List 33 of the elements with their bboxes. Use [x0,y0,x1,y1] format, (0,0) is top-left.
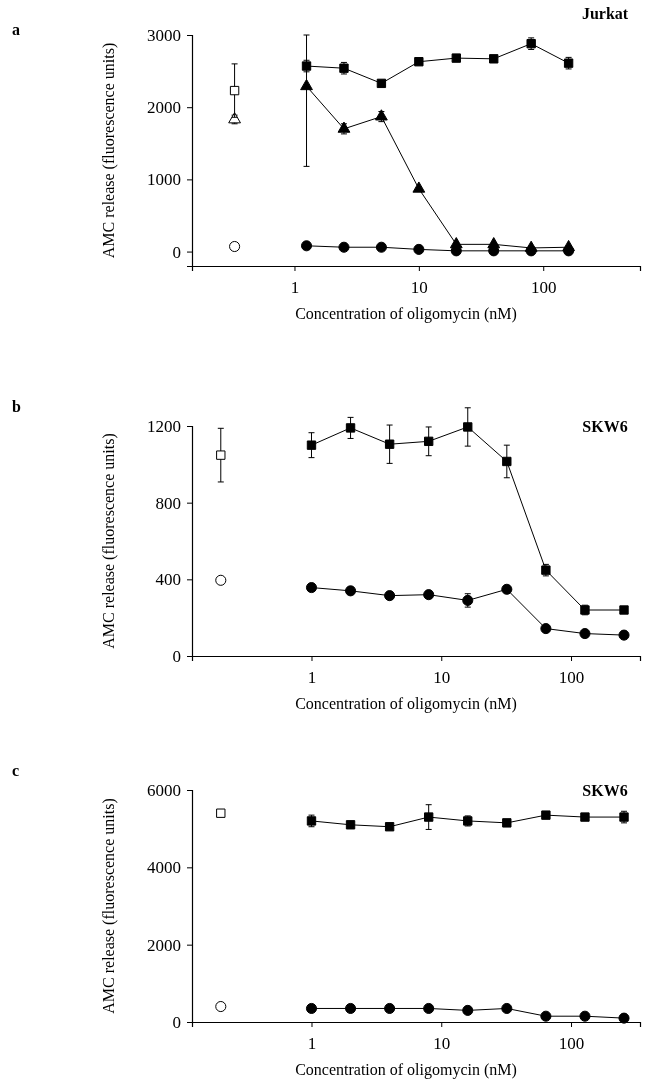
chart-title: SKW6 [582,418,628,435]
y-tick-label: 2000 [147,935,181,955]
y-axis-title: AMC release (fluorescence units) [100,433,118,649]
y-tick-label: 1000 [147,170,181,190]
x-tick-label: 1 [307,668,317,688]
y-tick-label: 800 [155,493,181,513]
y-tick-label: 6000 [147,780,181,800]
x-axis-title: Concentration of oligomycin (nM) [295,695,517,713]
y-tick-label: 3000 [147,25,181,45]
x-tick-label: 1 [307,1034,317,1054]
text: c [12,762,20,779]
y-tick-label: 1200 [147,416,181,436]
y-tick-label: 4000 [147,858,181,878]
x-tick-label: 100 [558,1034,585,1054]
chart-title: SKW6 [582,782,628,799]
x-tick-label: 100 [558,668,585,688]
x-axis-title: Concentration of oligomycin (nM) [295,305,517,323]
chart-title: Jurkat [581,5,629,22]
y-axis-title: AMC release (fluorescence units) [100,798,118,1014]
y-tick-label: 0 [172,646,181,666]
x-tick-label: 10 [433,668,451,688]
x-tick-label: 100 [530,278,557,298]
y-axis-title: AMC release (fluorescence units) [100,42,118,259]
x-tick-label: 1 [290,278,300,298]
y-tick-label: 400 [155,570,181,590]
y-tick-label: 2000 [147,98,181,118]
x-tick-label: 10 [410,278,428,298]
text: a [12,21,20,38]
x-tick-label: 10 [433,1034,451,1054]
text: b [12,398,21,415]
y-tick-label: 0 [172,242,181,262]
x-axis-title: Concentration of oligomycin (nM) [295,1061,517,1079]
y-tick-label: 0 [172,1012,181,1032]
